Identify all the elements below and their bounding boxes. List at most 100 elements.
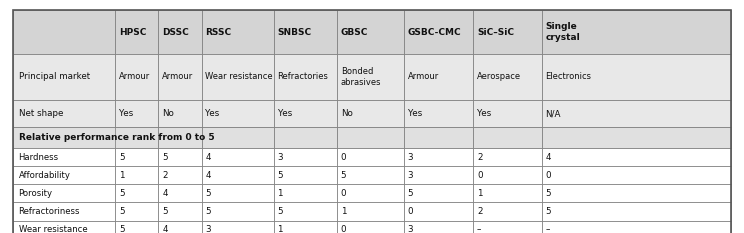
Text: 2: 2 [162,171,167,180]
Text: 5: 5 [408,189,414,198]
Text: –: – [545,225,550,233]
Bar [115,10,158,54]
Bar [337,54,404,100]
Text: Principal market: Principal market [19,72,90,81]
Text: Yes: Yes [477,109,491,118]
Text: Armour: Armour [119,72,150,81]
Bar [274,127,337,148]
Text: Armour: Armour [408,72,439,81]
Text: Net shape: Net shape [19,109,63,118]
Bar [337,10,404,54]
Bar [542,10,731,54]
Bar [202,166,274,184]
Bar [473,148,542,166]
Text: Electronics: Electronics [545,72,591,81]
Text: Yes: Yes [408,109,422,118]
Text: 2: 2 [477,153,482,161]
Bar [115,166,158,184]
Bar [473,202,542,221]
Bar [158,184,202,202]
Bar [202,10,274,54]
Bar [158,100,202,127]
Text: No: No [341,109,353,118]
Text: Wear resistance: Wear resistance [19,225,87,233]
Text: RSSC: RSSC [205,27,231,37]
Text: 5: 5 [119,189,125,198]
Bar [404,127,473,148]
Bar [13,202,115,221]
Bar [542,221,731,233]
Bar [115,127,158,148]
Text: 5: 5 [162,207,168,216]
Bar [404,202,473,221]
Text: 5: 5 [162,153,168,161]
Bar [404,148,473,166]
Bar [404,100,473,127]
Text: 1: 1 [477,189,482,198]
Bar [115,148,158,166]
Bar [13,100,115,127]
Text: 4: 4 [162,189,167,198]
Bar [274,166,337,184]
Text: Bonded
abrasives: Bonded abrasives [341,67,381,87]
Bar [542,148,731,166]
Text: 5: 5 [545,189,551,198]
Bar [337,202,404,221]
Bar [274,184,337,202]
Text: 3: 3 [408,225,414,233]
Bar [542,54,731,100]
Text: –: – [477,225,481,233]
Text: Refractories: Refractories [278,72,328,81]
Text: Wear resistance: Wear resistance [205,72,273,81]
Text: 4: 4 [205,171,211,180]
Bar [404,221,473,233]
Bar [202,127,274,148]
Text: 1: 1 [341,207,346,216]
Bar [473,127,542,148]
Text: 5: 5 [545,207,551,216]
Text: Yes: Yes [278,109,292,118]
Text: 0: 0 [545,171,551,180]
Text: 4: 4 [205,153,211,161]
Text: 1: 1 [119,171,124,180]
Text: 3: 3 [408,153,414,161]
Text: GSBC-CMC: GSBC-CMC [408,27,461,37]
Text: Yes: Yes [205,109,219,118]
Bar [115,221,158,233]
Bar [404,184,473,202]
Bar [337,127,404,148]
Bar [13,127,731,148]
Text: SiC–SiC: SiC–SiC [477,27,514,37]
Text: HPSC: HPSC [119,27,147,37]
Bar [542,184,731,202]
Text: 0: 0 [477,171,483,180]
Bar [473,184,542,202]
Text: 5: 5 [119,153,125,161]
Bar [202,54,274,100]
Text: Hardness: Hardness [19,153,59,161]
Bar [158,166,202,184]
Text: 5: 5 [205,207,211,216]
Bar [115,54,158,100]
Bar [337,184,404,202]
Text: Single
crystal: Single crystal [545,22,580,42]
Bar [13,148,115,166]
Text: 0: 0 [341,189,347,198]
Bar [542,202,731,221]
Bar [274,54,337,100]
Text: Affordability: Affordability [19,171,71,180]
Bar [202,100,274,127]
Bar [158,54,202,100]
Bar [274,100,337,127]
Bar [202,202,274,221]
Text: 3: 3 [408,171,414,180]
Text: Aerospace: Aerospace [477,72,521,81]
Bar [13,184,115,202]
Bar [13,221,115,233]
Bar [158,148,202,166]
Text: 5: 5 [278,171,283,180]
Bar [337,166,404,184]
Bar [274,202,337,221]
Text: 3: 3 [278,153,283,161]
Text: Refractoriness: Refractoriness [19,207,80,216]
